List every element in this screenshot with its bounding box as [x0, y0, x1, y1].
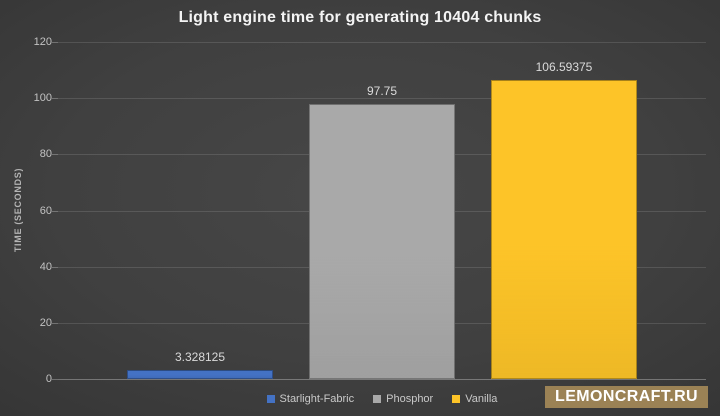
y-tick-label-100: 100: [33, 92, 52, 104]
y-tick-label-80: 80: [39, 148, 52, 160]
legend-item-starlight-fabric: Starlight-Fabric: [266, 392, 355, 405]
legend-label: Phosphor: [386, 392, 434, 405]
tick-mark-20: [52, 323, 58, 324]
legend-label: Vanilla: [465, 392, 498, 405]
tick-mark-120: [52, 42, 58, 43]
y-tick-label-40: 40: [39, 261, 52, 273]
bar-phosphor: [309, 104, 455, 379]
value-label-phosphor: 97.75: [366, 84, 398, 98]
legend-item-phosphor: Phosphor: [373, 392, 434, 405]
tick-mark-40: [52, 267, 58, 268]
value-label-starlight-fabric: 3.328125: [174, 350, 226, 364]
tick-mark-100: [52, 98, 58, 99]
bar-starlight-fabric: [127, 370, 273, 379]
gridline-0: [58, 379, 706, 380]
legend-item-vanilla: Vanilla: [452, 392, 498, 405]
legend-swatch-phosphor: [373, 395, 382, 403]
watermark-lemoncraft: LEMONCRAFT.RU: [545, 386, 708, 408]
legend-label: Starlight-Fabric: [279, 392, 355, 405]
gridline-100: [58, 98, 706, 99]
legend-swatch-starlight-fabric: [266, 395, 275, 403]
tick-mark-60: [52, 211, 58, 212]
legend-swatch-vanilla: [452, 395, 461, 403]
gridline-120: [58, 42, 706, 43]
tick-mark-0: [52, 379, 58, 380]
bar-vanilla: [491, 80, 637, 379]
value-label-vanilla: 106.59375: [535, 60, 593, 74]
y-tick-label-60: 60: [39, 205, 52, 217]
y-tick-label-120: 120: [33, 36, 52, 48]
chart-title: Light engine time for generating 10404 c…: [178, 9, 542, 26]
y-tick-label-20: 20: [39, 317, 52, 329]
y-tick-label-0: 0: [45, 373, 52, 385]
tick-mark-80: [52, 154, 58, 155]
legend: Starlight-Fabric Phosphor Vanilla: [58, 392, 706, 406]
